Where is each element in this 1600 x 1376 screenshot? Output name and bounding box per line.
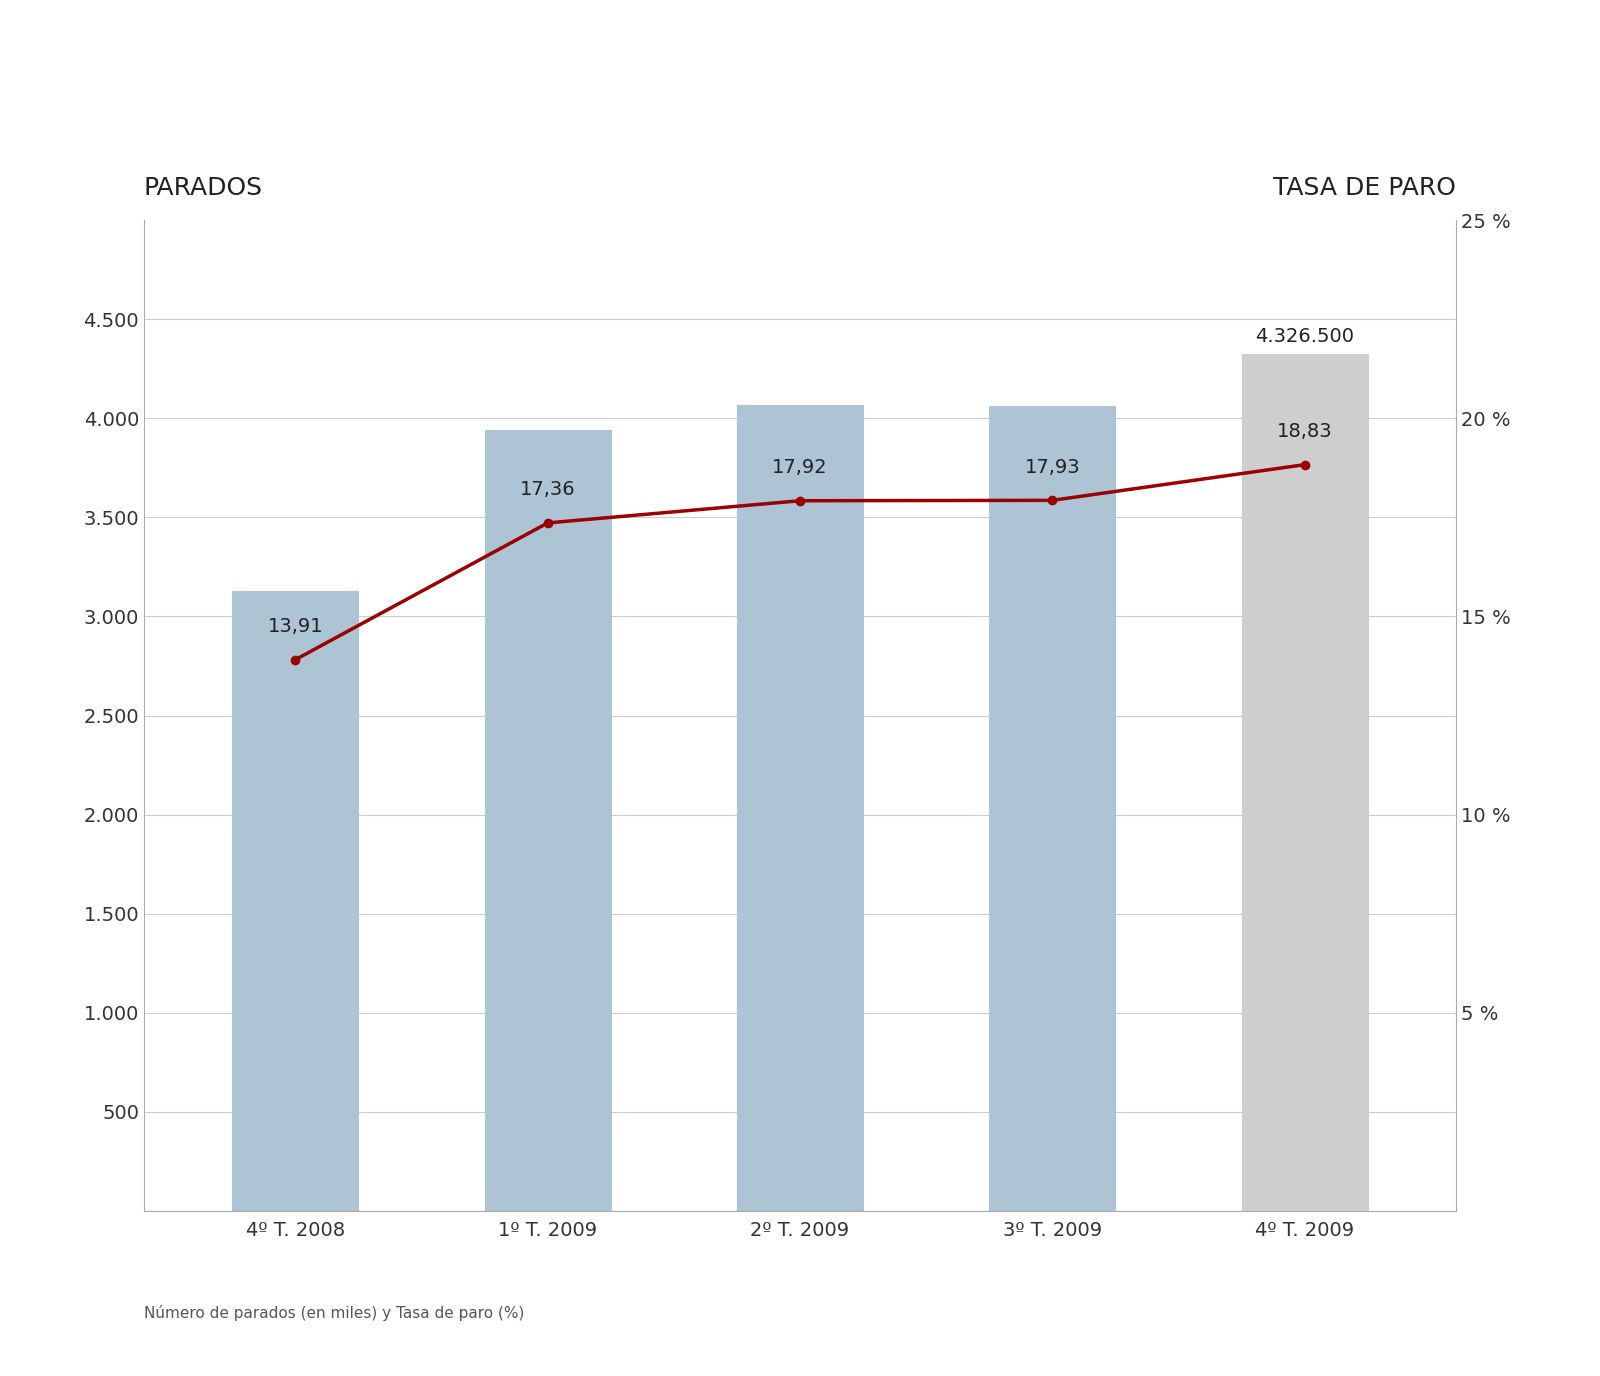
Text: 17,92: 17,92 bbox=[773, 458, 827, 477]
Bar bbox=[232, 590, 358, 1211]
Text: 17,36: 17,36 bbox=[520, 480, 576, 499]
Text: 4.326.500: 4.326.500 bbox=[1254, 326, 1354, 345]
Bar bbox=[1242, 354, 1368, 1211]
Text: Número de parados (en miles) y Tasa de paro (%): Número de parados (en miles) y Tasa de p… bbox=[144, 1304, 525, 1321]
Text: 13,91: 13,91 bbox=[267, 616, 323, 636]
Text: 17,93: 17,93 bbox=[1024, 458, 1080, 476]
Bar bbox=[738, 406, 862, 1211]
Text: PARADOS: PARADOS bbox=[144, 176, 262, 200]
Text: 18,83: 18,83 bbox=[1277, 422, 1333, 440]
Text: TASA DE PARO: TASA DE PARO bbox=[1274, 176, 1456, 200]
Bar bbox=[485, 431, 611, 1211]
Bar bbox=[989, 406, 1115, 1211]
